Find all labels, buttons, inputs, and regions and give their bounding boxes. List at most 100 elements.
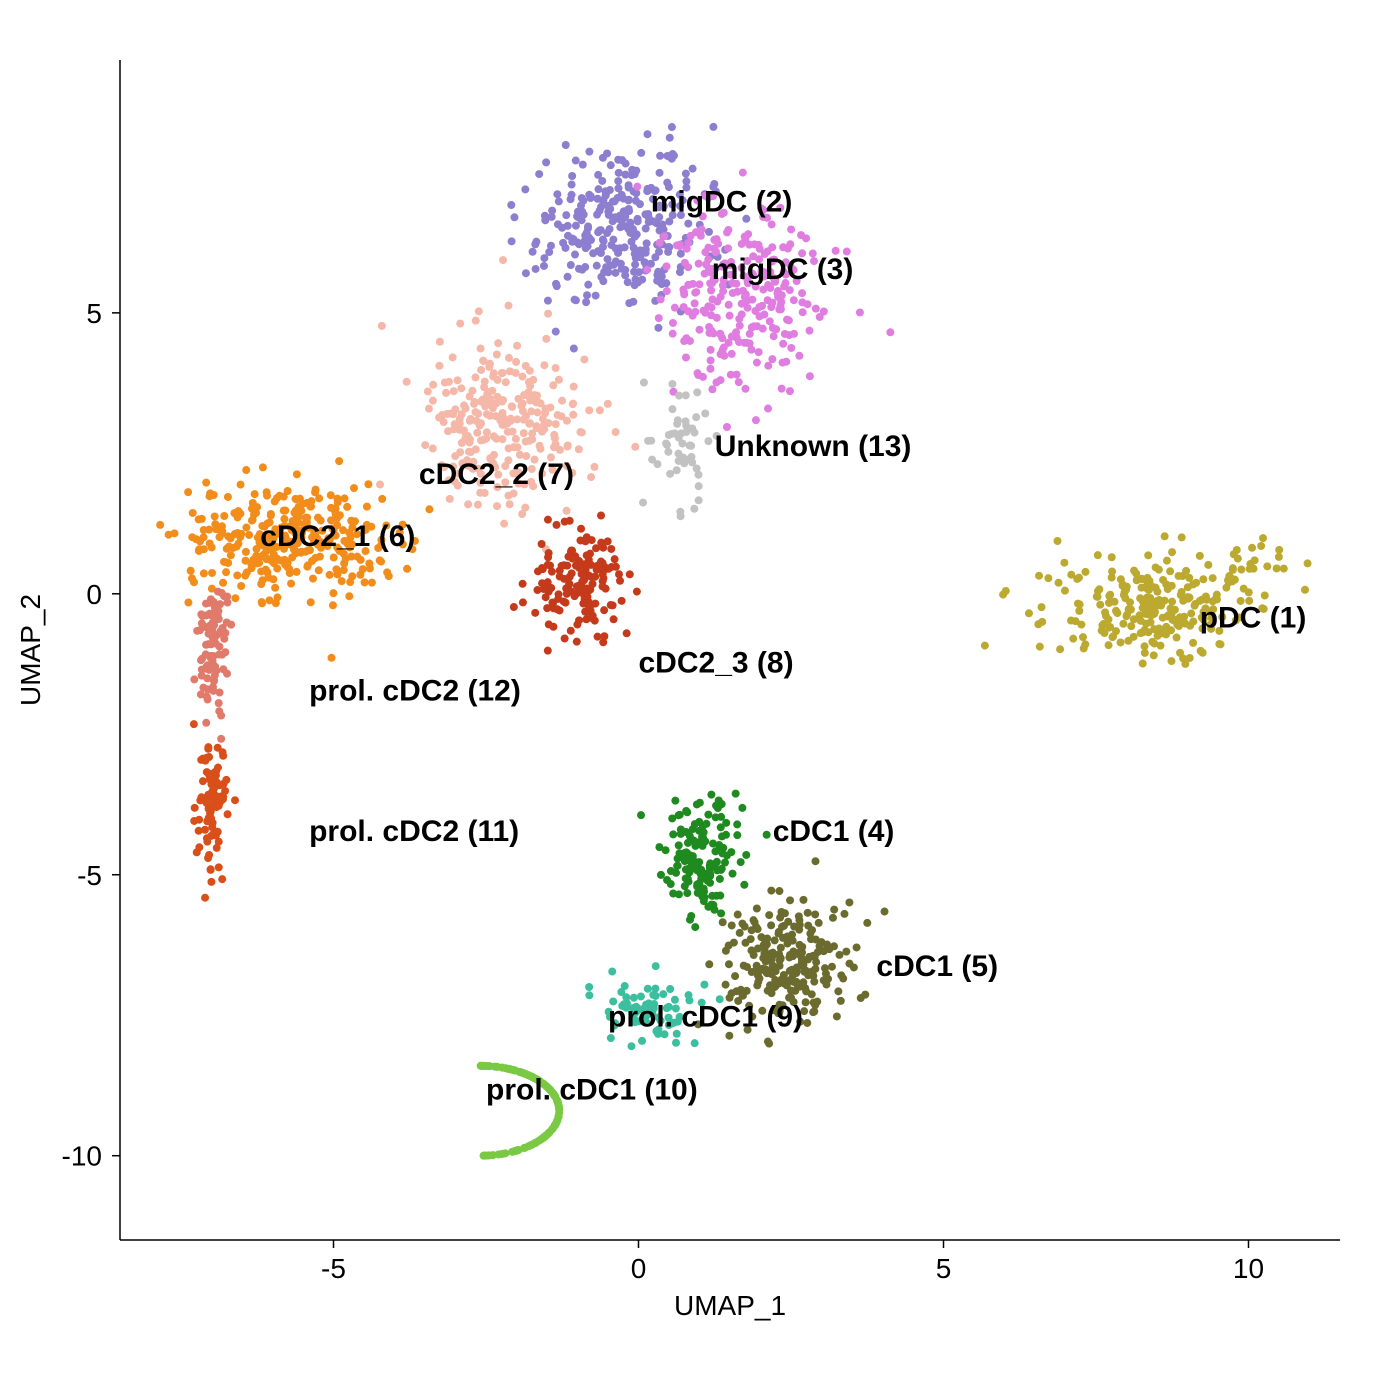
scatter-point <box>589 580 597 588</box>
scatter-point <box>215 533 223 541</box>
scatter-point <box>567 588 575 596</box>
scatter-point <box>596 564 604 572</box>
scatter-point <box>1060 559 1068 567</box>
scatter-point <box>804 922 812 930</box>
scatter-point <box>493 1063 501 1071</box>
scatter-point <box>217 712 225 720</box>
scatter-point <box>768 955 776 963</box>
scatter-point <box>672 1039 680 1047</box>
scatter-point <box>818 938 826 946</box>
scatter-point <box>812 305 820 313</box>
scatter-point <box>702 260 710 268</box>
scatter-point <box>692 413 700 421</box>
scatter-point <box>745 241 753 249</box>
scatter-point <box>733 820 741 828</box>
scatter-point <box>578 266 586 274</box>
scatter-point <box>1261 592 1269 600</box>
scatter-point <box>686 916 694 924</box>
scatter-point <box>784 918 792 926</box>
scatter-point <box>1273 564 1281 572</box>
scatter-point <box>1150 651 1158 659</box>
scatter-point <box>676 811 684 819</box>
scatter-point <box>725 339 733 347</box>
scatter-point <box>542 335 550 343</box>
scatter-point <box>198 515 206 523</box>
scatter-point <box>193 848 201 856</box>
scatter-point <box>207 865 215 873</box>
scatter-point <box>293 470 301 478</box>
scatter-point <box>652 992 660 1000</box>
scatter-point <box>555 590 563 598</box>
scatter-point <box>694 471 702 479</box>
scatter-point <box>722 831 730 839</box>
scatter-point <box>456 415 464 423</box>
scatter-point <box>544 297 552 305</box>
scatter-point <box>1167 657 1175 665</box>
scatter-point <box>739 169 747 177</box>
scatter-point <box>456 320 464 328</box>
scatter-point <box>767 887 775 895</box>
scatter-point <box>361 578 369 586</box>
scatter-point <box>502 1064 510 1072</box>
scatter-point <box>663 262 671 270</box>
scatter-point <box>556 606 564 614</box>
scatter-point <box>624 278 632 286</box>
scatter-point <box>737 986 745 994</box>
scatter-point <box>682 417 690 425</box>
scatter-point <box>786 286 794 294</box>
scatter-point <box>583 291 591 299</box>
scatter-point <box>1105 641 1113 649</box>
scatter-point <box>614 249 622 257</box>
scatter-point <box>596 406 604 414</box>
scatter-point <box>1073 575 1081 583</box>
x-axis-label: UMAP_1 <box>674 1290 786 1321</box>
scatter-point <box>494 339 502 347</box>
scatter-point <box>761 949 769 957</box>
scatter-point <box>204 745 212 753</box>
scatter-point <box>621 982 629 990</box>
scatter-point <box>210 769 218 777</box>
cluster-label: prol. cDC1 (10) <box>486 1074 698 1107</box>
scatter-point <box>691 1039 699 1047</box>
scatter-point <box>520 429 528 437</box>
scatter-point <box>750 951 758 959</box>
scatter-point <box>156 521 164 529</box>
scatter-point <box>683 889 691 897</box>
scatter-point <box>508 237 516 245</box>
scatter-point <box>296 495 304 503</box>
scatter-point <box>502 378 510 386</box>
scatter-point <box>559 239 567 247</box>
scatter-point <box>621 243 629 251</box>
scatter-point <box>293 568 301 576</box>
scatter-point <box>436 338 444 346</box>
scatter-point <box>726 312 734 320</box>
scatter-point <box>803 1019 811 1027</box>
scatter-point <box>224 493 232 501</box>
scatter-point <box>510 603 518 611</box>
scatter-point <box>770 332 778 340</box>
scatter-point <box>1209 574 1217 582</box>
scatter-point <box>546 404 554 412</box>
scatter-point <box>735 378 743 386</box>
scatter-point <box>623 629 631 637</box>
scatter-point <box>242 557 250 565</box>
scatter-point <box>481 378 489 386</box>
scatter-point <box>1187 609 1195 617</box>
scatter-point <box>600 237 608 245</box>
scatter-point <box>669 890 677 898</box>
scatter-point <box>1153 588 1161 596</box>
scatter-point <box>1155 566 1163 574</box>
scatter-point <box>729 870 737 878</box>
scatter-point <box>1112 607 1120 615</box>
scatter-point <box>738 240 746 248</box>
scatter-point <box>657 295 665 303</box>
scatter-point <box>545 549 553 557</box>
scatter-point <box>668 380 676 388</box>
scatter-point <box>727 848 735 856</box>
scatter-point <box>211 512 219 520</box>
scatter-point <box>863 919 871 927</box>
scatter-point <box>1275 553 1283 561</box>
cluster-label: migDC (3) <box>712 253 854 286</box>
scatter-point <box>1124 637 1132 645</box>
cluster-label: cDC2_3 (8) <box>639 646 794 679</box>
